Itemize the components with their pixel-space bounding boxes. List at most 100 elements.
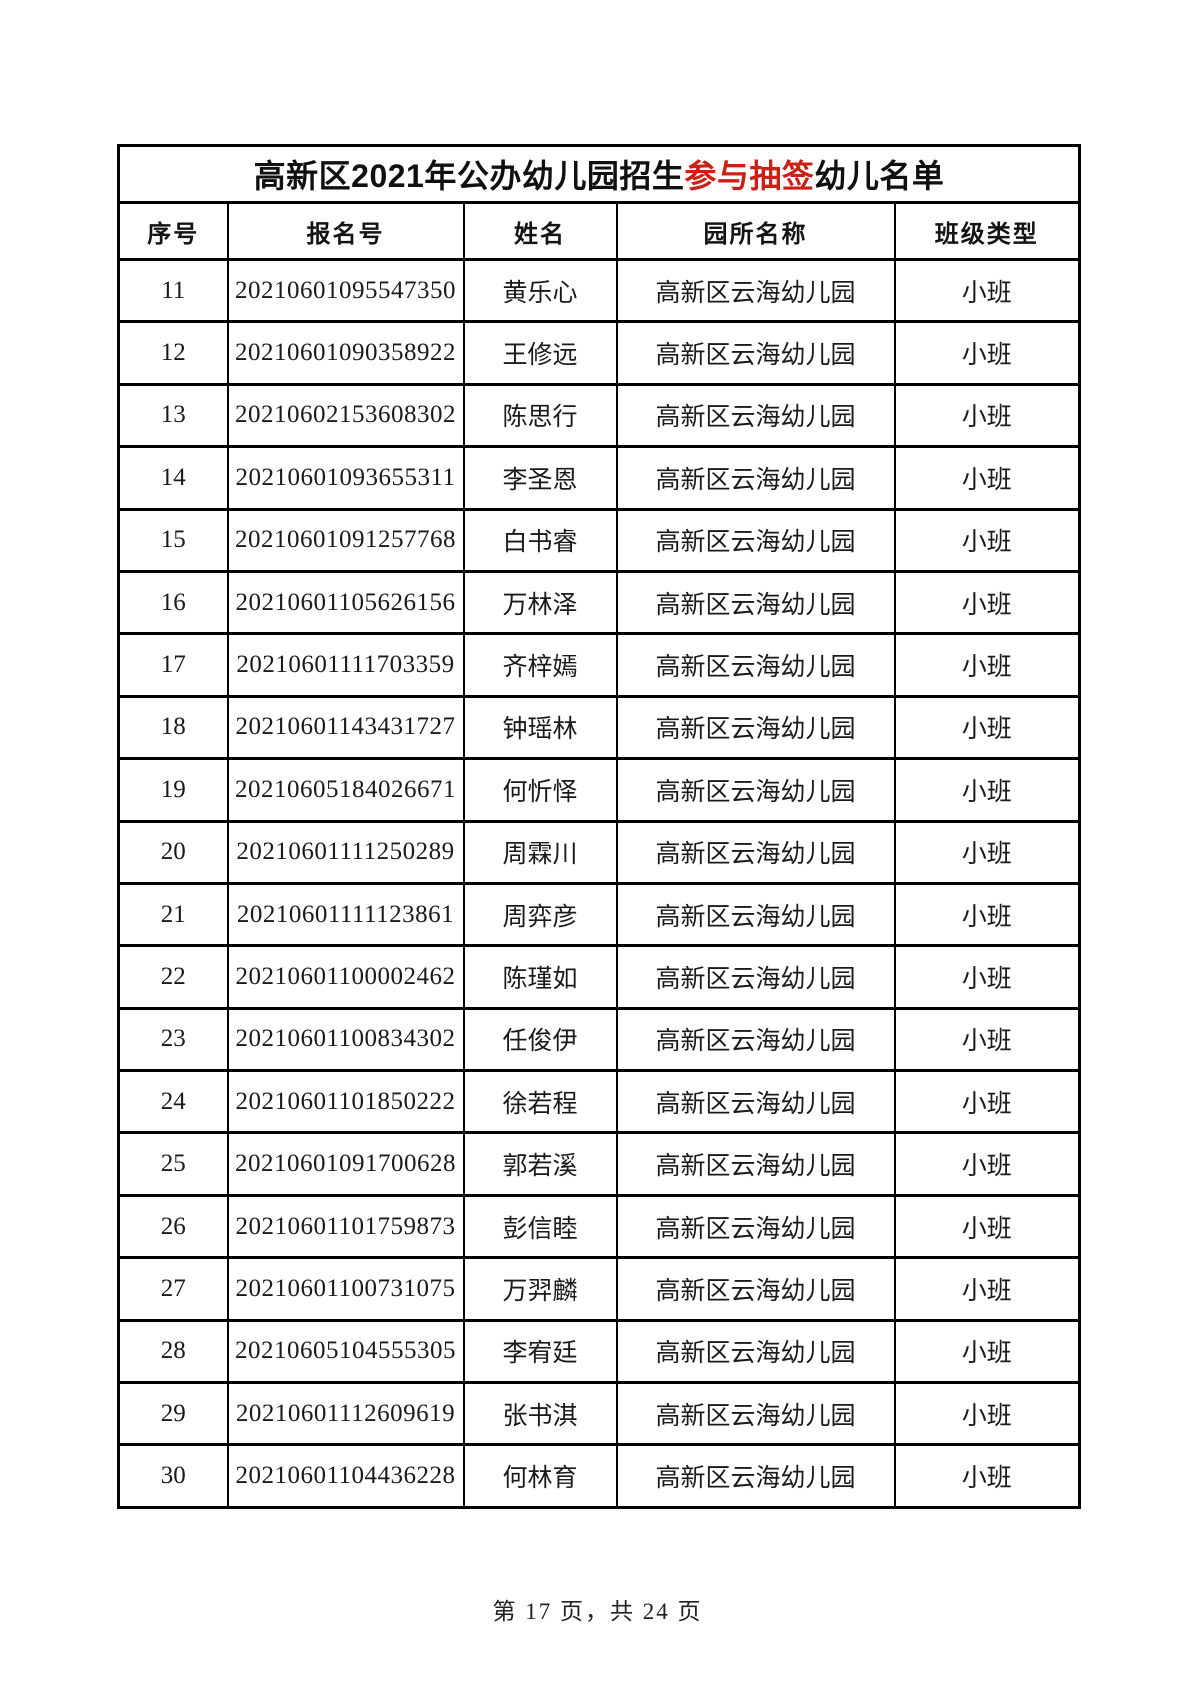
class-type-cell: 小班 <box>893 944 1081 1010</box>
serial-cell: 16 <box>117 569 229 636</box>
registration-no-cell: 20210601100002462 <box>226 944 465 1010</box>
table-body: 11 20210601095547350 黄乐心 高新区云海幼儿园 小班 12 202106… <box>117 257 1081 1509</box>
registration-no-cell: 20210601095547350 <box>226 257 465 324</box>
child-name-cell: 何林育 <box>462 1443 618 1509</box>
kindergarten-name-cell: 高新区云海幼儿园 <box>615 944 896 1010</box>
kindergarten-name-cell: 高新区云海幼儿园 <box>615 1381 896 1447</box>
registration-no-cell: 20210601111123861 <box>226 881 465 948</box>
registration-no-cell: 20210601111703359 <box>226 632 465 698</box>
registration-no-cell: 20210601091700628 <box>226 1131 465 1197</box>
child-name-cell: 任俊伊 <box>462 1006 618 1073</box>
class-type-cell: 小班 <box>893 1131 1081 1197</box>
registration-no-cell: 20210601112609619 <box>226 1381 465 1447</box>
page-footer: 第 17 页，共 24 页 <box>492 1599 703 1624</box>
serial-cell: 28 <box>117 1318 229 1385</box>
registration-no-cell: 20210601100731075 <box>226 1256 465 1322</box>
table-row: 26 20210601101759873 彭信睦 高新区云海幼儿园 小班 <box>117 1193 1081 1260</box>
class-type-cell: 小班 <box>893 1256 1081 1322</box>
serial-cell: 12 <box>117 320 229 386</box>
table-title-row: 高新区2021年公办幼儿园招生参与抽签幼儿名单 <box>117 144 1081 204</box>
serial-cell: 19 <box>117 757 229 823</box>
serial-cell: 23 <box>117 1006 229 1073</box>
kindergarten-name-cell: 高新区云海幼儿园 <box>615 257 896 324</box>
class-type-cell: 小班 <box>893 1318 1081 1385</box>
kindergarten-name-cell: 高新区云海幼儿园 <box>615 1193 896 1260</box>
registration-no-cell: 20210601105626156 <box>226 569 465 636</box>
roster-table: 高新区2021年公办幼儿园招生参与抽签幼儿名单 序号 报名号 姓名 园所名称 班… <box>117 144 1082 1509</box>
title-prefix: 高新区2021年公办幼儿园招生 <box>253 158 685 194</box>
class-type-cell: 小班 <box>893 257 1081 324</box>
table-row: 28 20210605104555305 李宥廷 高新区云海幼儿园 小班 <box>117 1318 1081 1385</box>
serial-cell: 15 <box>117 507 229 573</box>
serial-cell: 14 <box>117 445 229 511</box>
column-header-serial: 序号 <box>117 201 229 261</box>
class-type-cell: 小班 <box>893 694 1081 761</box>
registration-no-cell: 20210601111250289 <box>226 819 465 885</box>
class-type-cell: 小班 <box>893 1381 1081 1447</box>
table-row: 30 20210601104436228 何林育 高新区云海幼儿园 小班 <box>117 1443 1081 1509</box>
kindergarten-name-cell: 高新区云海幼儿园 <box>615 445 896 511</box>
child-name-cell: 何忻怿 <box>462 757 618 823</box>
child-name-cell: 钟瑶林 <box>462 694 618 761</box>
registration-no-cell: 20210601090358922 <box>226 320 465 386</box>
table-row: 25 20210601091700628 郭若溪 高新区云海幼儿园 小班 <box>117 1131 1081 1197</box>
kindergarten-name-cell: 高新区云海幼儿园 <box>615 1069 896 1135</box>
registration-no-cell: 20210601100834302 <box>226 1006 465 1073</box>
class-type-cell: 小班 <box>893 1443 1081 1509</box>
kindergarten-name-cell: 高新区云海幼儿园 <box>615 1443 896 1509</box>
table-row: 11 20210601095547350 黄乐心 高新区云海幼儿园 小班 <box>117 257 1081 324</box>
class-type-cell: 小班 <box>893 445 1081 511</box>
table-row: 29 20210601112609619 张书淇 高新区云海幼儿园 小班 <box>117 1381 1081 1447</box>
kindergarten-name-cell: 高新区云海幼儿园 <box>615 1131 896 1197</box>
serial-cell: 26 <box>117 1193 229 1260</box>
child-name-cell: 郭若溪 <box>462 1131 618 1197</box>
child-name-cell: 张书淇 <box>462 1381 618 1447</box>
class-type-cell: 小班 <box>893 819 1081 885</box>
class-type-cell: 小班 <box>893 1069 1081 1135</box>
column-header-class-type: 班级类型 <box>893 201 1081 261</box>
kindergarten-name-cell: 高新区云海幼儿园 <box>615 819 896 885</box>
child-name-cell: 徐若程 <box>462 1069 618 1135</box>
registration-no-cell: 20210601101850222 <box>226 1069 465 1135</box>
class-type-cell: 小班 <box>893 632 1081 698</box>
serial-cell: 27 <box>117 1256 229 1322</box>
table-row: 12 20210601090358922 王修远 高新区云海幼儿园 小班 <box>117 320 1081 386</box>
table-row: 18 20210601143431727 钟瑶林 高新区云海幼儿园 小班 <box>117 694 1081 761</box>
child-name-cell: 齐梓嫣 <box>462 632 618 698</box>
child-name-cell: 陈思行 <box>462 382 618 449</box>
title-highlight: 参与抽签 <box>684 158 815 194</box>
serial-cell: 13 <box>117 382 229 449</box>
table-row: 19 20210605184026671 何忻怿 高新区云海幼儿园 小班 <box>117 757 1081 823</box>
class-type-cell: 小班 <box>893 881 1081 948</box>
registration-no-cell: 20210602153608302 <box>226 382 465 449</box>
child-name-cell: 王修远 <box>462 320 618 386</box>
child-name-cell: 周霖川 <box>462 819 618 885</box>
kindergarten-name-cell: 高新区云海幼儿园 <box>615 757 896 823</box>
table-row: 21 20210601111123861 周弈彦 高新区云海幼儿园 小班 <box>117 881 1081 948</box>
table-row: 22 20210601100002462 陈瑾如 高新区云海幼儿园 小班 <box>117 944 1081 1010</box>
serial-cell: 22 <box>117 944 229 1010</box>
kindergarten-name-cell: 高新区云海幼儿园 <box>615 507 896 573</box>
child-name-cell: 李宥廷 <box>462 1318 618 1385</box>
kindergarten-name-cell: 高新区云海幼儿园 <box>615 1318 896 1385</box>
class-type-cell: 小班 <box>893 569 1081 636</box>
kindergarten-name-cell: 高新区云海幼儿园 <box>615 569 896 636</box>
serial-cell: 25 <box>117 1131 229 1197</box>
child-name-cell: 万羿麟 <box>462 1256 618 1322</box>
table-row: 24 20210601101850222 徐若程 高新区云海幼儿园 小班 <box>117 1069 1081 1135</box>
child-name-cell: 陈瑾如 <box>462 944 618 1010</box>
table-row: 27 20210601100731075 万羿麟 高新区云海幼儿园 小班 <box>117 1256 1081 1322</box>
serial-cell: 24 <box>117 1069 229 1135</box>
kindergarten-name-cell: 高新区云海幼儿园 <box>615 1006 896 1073</box>
table-row: 16 20210601105626156 万林泽 高新区云海幼儿园 小班 <box>117 569 1081 636</box>
child-name-cell: 李圣恩 <box>462 445 618 511</box>
registration-no-cell: 20210601143431727 <box>226 694 465 761</box>
child-name-cell: 黄乐心 <box>462 257 618 324</box>
table-header-row: 序号 报名号 姓名 园所名称 班级类型 <box>117 201 1081 261</box>
table-row: 14 20210601093655311 李圣恩 高新区云海幼儿园 小班 <box>117 445 1081 511</box>
column-header-child-name: 姓名 <box>462 201 618 261</box>
table-row: 13 20210602153608302 陈思行 高新区云海幼儿园 小班 <box>117 382 1081 449</box>
table-row: 15 20210601091257768 白书睿 高新区云海幼儿园 小班 <box>117 507 1081 573</box>
kindergarten-name-cell: 高新区云海幼儿园 <box>615 694 896 761</box>
serial-cell: 29 <box>117 1381 229 1447</box>
